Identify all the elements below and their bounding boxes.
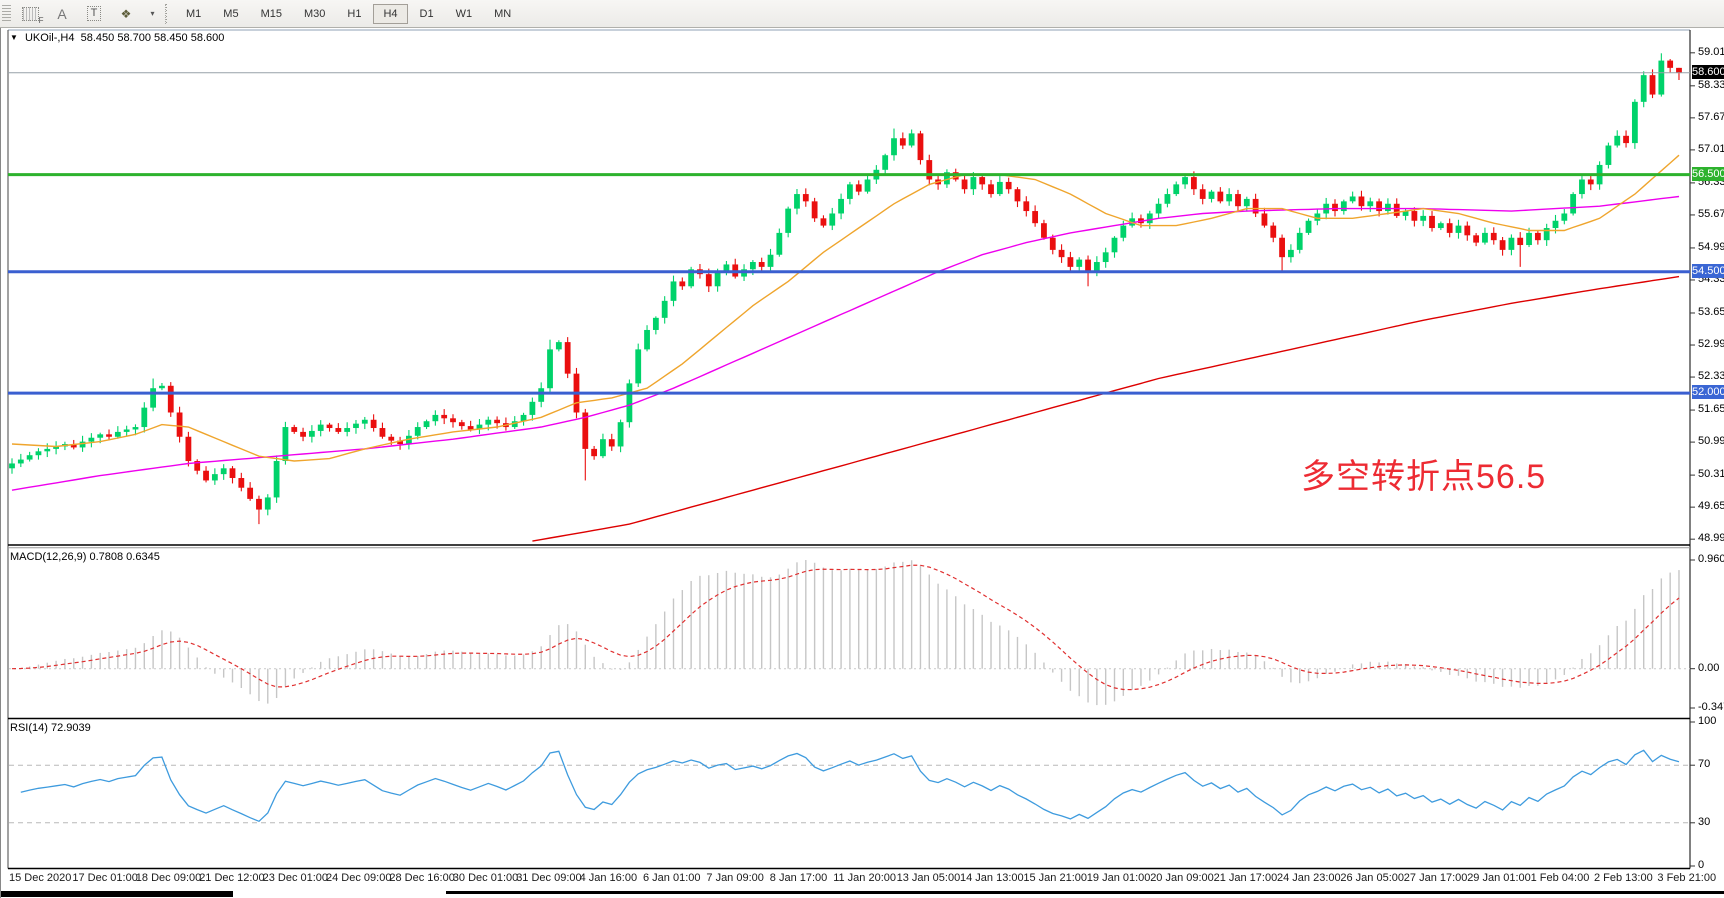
time-axis-label: 2 Feb 13:00 [1594, 872, 1653, 884]
timeframe-button-d1[interactable]: D1 [419, 7, 434, 20]
price-tag-58.600: 58.600 [1692, 64, 1724, 79]
time-axis-label: 24 Jan 23:00 [1277, 872, 1341, 884]
rsi-axis-tick: 30 [1698, 815, 1711, 828]
price-axis-tick: 50.310 [1698, 468, 1724, 481]
price-axis-tick: 55.670 [1698, 207, 1724, 220]
macd-signal-line [11, 564, 1680, 691]
grid-f-icon[interactable]: F [16, 2, 44, 25]
rsi-axis-tick: 70 [1698, 758, 1711, 771]
macd-axis-tick: -0.3473 [1698, 700, 1724, 713]
price-axis-tick: 59.010 [1698, 45, 1724, 58]
time-axis-label: 20 Jan 09:00 [1150, 872, 1214, 884]
timeframe-button-m15[interactable]: M15 [260, 7, 282, 20]
time-axis-label: 17 Dec 01:00 [72, 872, 138, 884]
time-axis-label: 19 Jan 01:00 [1086, 872, 1151, 884]
price-axis-tick: 57.670 [1698, 110, 1724, 123]
price-axis-tick: 48.990 [1698, 532, 1724, 545]
grid-f-glyph: F [21, 6, 44, 25]
text-box-icon[interactable]: T [80, 2, 108, 25]
time-axis-label: 15 Dec 2020 [9, 872, 72, 884]
horizontal-scrollbar-track[interactable] [446, 891, 1724, 894]
time-axis-label: 30 Dec 01:00 [452, 872, 519, 884]
collapse-triangle-icon[interactable]: ▼ [10, 33, 18, 42]
time-axis-label: 18 Dec 09:00 [135, 872, 202, 884]
price-axis-tick: 58.330 [1698, 78, 1724, 91]
price-axis-tick: 50.990 [1698, 435, 1724, 448]
ohlc-values: 58.450 58.700 58.450 58.600 [80, 32, 225, 44]
time-axis-label: 26 Jan 05:00 [1340, 872, 1405, 884]
price-axis-tick: 52.330 [1698, 370, 1724, 383]
timeframe-button-h4[interactable]: H4 [373, 3, 408, 24]
ma-fast-orange-line [11, 154, 1680, 462]
ma-slow-red-line [532, 275, 1680, 542]
time-axis-label: 21 Jan 17:00 [1213, 872, 1278, 884]
time-axis-label: 29 Jan 01:00 [1467, 872, 1531, 884]
time-axis-label: 21 Dec 12:00 [199, 872, 265, 884]
price-axis-tick: 51.650 [1698, 403, 1724, 416]
time-axis-label: 4 Jan 16:00 [579, 872, 638, 884]
price-axis-tick: 52.990 [1698, 338, 1724, 351]
price-axis-tick: 54.990 [1698, 240, 1724, 253]
symbol-period-label: UKOil-,H4 [24, 32, 75, 44]
timeframe-button-w1[interactable]: W1 [455, 7, 473, 20]
timeframe-buttons-group: M1 M5 M15 M30 H1 H4 D1 W1 MN [175, 3, 522, 24]
cursor-a-icon[interactable]: A [57, 5, 67, 22]
macd-axis-tick: 0.00 [1698, 661, 1720, 674]
time-axis-label: 14 Jan 13:00 [960, 872, 1024, 884]
arrange-icon[interactable]: ❖ [120, 6, 132, 21]
macd-indicator-label: MACD(12,26,9) 0.7808 0.6345 [10, 551, 160, 563]
ma-mid-magenta-line [11, 195, 1680, 491]
price-axis-tick: 57.010 [1698, 142, 1724, 155]
time-axis-label: 11 Jan 20:00 [833, 872, 896, 884]
price-tag-54.500: 54.500 [1692, 263, 1724, 278]
timeframe-button-h1[interactable]: H1 [347, 7, 362, 20]
chart-text-annotation: 多空转折点56.5 [1301, 458, 1547, 496]
rsi-line [20, 749, 1680, 823]
macd-histogram [20, 560, 1680, 706]
chart-title: ▼ UKOil-,H4 58.450 58.700 58.450 58.600 [10, 32, 224, 44]
timeframe-button-mn[interactable]: MN [494, 7, 512, 20]
rsi-axis-tick: 100 [1698, 715, 1717, 727]
dropdown-icon[interactable]: ▾ [150, 9, 155, 18]
time-axis-label: 7 Jan 09:00 [706, 872, 764, 884]
time-axis-label: 8 Jan 17:00 [769, 872, 828, 884]
drawing-tools-group: F A T ❖ ▾ [14, 2, 162, 25]
time-axis-label: 15 Jan 21:00 [1023, 872, 1088, 884]
rsi-axis-tick: 0 [1698, 859, 1705, 871]
macd-axis-tick: 0.9604 [1698, 553, 1724, 565]
timeframe-button-m5[interactable]: M5 [223, 7, 239, 20]
price-tag-52.000: 52.000 [1692, 385, 1724, 400]
time-axis-label: 28 Dec 16:00 [389, 872, 455, 884]
rsi-indicator-label: RSI(14) 72.9039 [10, 722, 91, 734]
timeframe-button-m1[interactable]: M1 [186, 7, 202, 20]
time-axis-label: 1 Feb 04:00 [1530, 872, 1590, 884]
chart-canvas[interactable] [1, 27, 1724, 898]
time-axis-label: 23 Dec 01:00 [262, 872, 329, 884]
horizontal-scrollbar-thumb[interactable] [1, 891, 233, 897]
toolbar-separator [165, 3, 170, 24]
price-tag-56.500: 56.500 [1692, 166, 1724, 181]
time-axis-label: 3 Feb 21:00 [1657, 872, 1717, 884]
price-axis-tick: 49.650 [1698, 500, 1724, 513]
time-axis-label: 31 Dec 09:00 [516, 872, 582, 884]
time-axis-label: 13 Jan 05:00 [896, 872, 961, 884]
toolbar: F A T ❖ ▾ M1 M5 M15 M30 H1 H4 D1 W1 MN [0, 0, 1724, 28]
price-axis-tick: 53.650 [1698, 305, 1724, 318]
time-axis-label: 24 Dec 09:00 [326, 872, 392, 884]
time-axis-label: 27 Jan 17:00 [1403, 872, 1468, 884]
timeframe-button-m30[interactable]: M30 [303, 7, 326, 20]
time-axis-label: 6 Jan 01:00 [643, 872, 701, 884]
chart-window: ▼ UKOil-,H4 58.450 58.700 58.450 58.600 … [0, 27, 1724, 898]
toolbar-drag-handle[interactable] [2, 5, 11, 22]
